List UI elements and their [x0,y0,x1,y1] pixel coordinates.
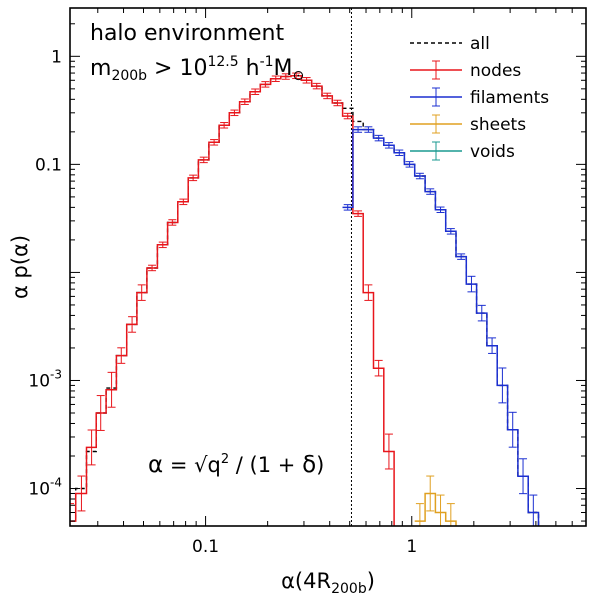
errorbar-filaments [405,161,414,168]
errorbar-filaments [426,188,435,195]
legend-item-voids: voids [410,141,515,162]
x-tick-label: 0.1 [192,537,219,557]
errorbar-sheets [446,503,455,526]
errorbar-filaments [343,204,352,211]
errorbar-filaments [508,411,517,448]
errorbar-sheets [415,503,424,526]
series-layer [70,72,540,526]
errorbar-nodes [199,156,208,164]
errorbar-filaments [395,149,404,157]
errorbar-filaments [384,142,393,149]
legend-label: sheets [470,115,526,135]
series-filaments [342,128,540,526]
errorbar-nodes [117,347,126,364]
legend-item-sheets: sheets [410,114,526,135]
errorbar-nodes [158,241,167,249]
ticks-layer: 0.1 1 1 0.1 10-3 10-4 [28,8,587,557]
errorbar-nodes [107,371,116,408]
legend-label: all [470,34,490,54]
plot-frame [69,7,587,527]
errorbar-nodes [261,81,270,88]
errorbar-nodes [374,359,383,377]
errorbar-nodes [220,122,229,129]
errorbar-nodes [77,475,86,512]
legend-item-filaments: filaments [410,87,549,108]
errorbar-nodes [354,210,363,217]
errorbar-nodes [251,88,260,95]
legend: all nodes filaments sheets voids [410,34,549,162]
errorbar-filaments [415,172,424,180]
y-tick-label: 10-3 [28,367,62,391]
legend-item-all: all [410,34,490,54]
errorbar-nodes [271,75,280,82]
legend-label: nodes [470,61,521,81]
errorbar-filaments [529,494,538,526]
errorbar-filaments [488,337,497,354]
errorbar-nodes [179,198,188,206]
formula-annotation: α = √q2 / (1 + δ) [148,452,324,478]
errorbar-nodes [312,82,321,90]
errorbar-nodes [302,77,311,84]
errorbar-nodes [384,433,393,470]
errorbar-sheets [426,475,435,512]
errorbar-filaments [457,253,466,260]
annotation-line1: halo environment [90,21,284,46]
errorbar-filaments [477,304,486,322]
errorbar-nodes [210,139,219,146]
errorbar-filaments [354,126,363,133]
errorbar-nodes [230,109,239,117]
errorbar-filaments [374,134,383,142]
errorbar-filaments [446,228,455,235]
errorbar-nodes [364,284,373,301]
y-axis-title: α p(α) [8,235,32,299]
errorbar-nodes [292,72,301,80]
legend-label: voids [470,142,515,162]
annotation-mass-cut: m200b > 1012.5 h-1M⊙ [90,54,304,84]
errorbar-nodes [168,219,177,226]
errorbar-filaments [436,206,445,214]
errorbar-nodes [148,264,157,272]
x-tick-label: 1 [406,537,417,557]
errorbar-nodes [189,174,198,182]
errorbar-filaments [467,275,476,293]
errorbar-filaments [364,126,373,133]
y-tick-label: 10-4 [28,476,62,500]
errorbar-nodes [96,395,105,431]
legend-item-nodes: nodes [410,60,521,81]
errorbar-nodes [240,98,249,105]
errorbar-filaments [498,367,507,404]
errorbar-nodes [70,503,74,526]
errorbar-filaments [519,458,528,495]
errorbar-nodes [87,429,96,466]
y-tick-label: 1 [51,47,62,67]
errorbar-nodes [137,284,146,301]
y-tick-label: 0.1 [35,155,62,175]
legend-label: filaments [470,88,549,108]
errorbar-nodes [281,73,290,80]
errorbar-nodes [128,316,137,333]
x-axis-title: α(4R200b) [281,569,375,597]
errorbar-nodes [323,92,332,100]
errorbar-nodes [343,112,352,120]
errorbar-sheets [436,494,445,526]
errorbar-nodes [333,99,342,107]
